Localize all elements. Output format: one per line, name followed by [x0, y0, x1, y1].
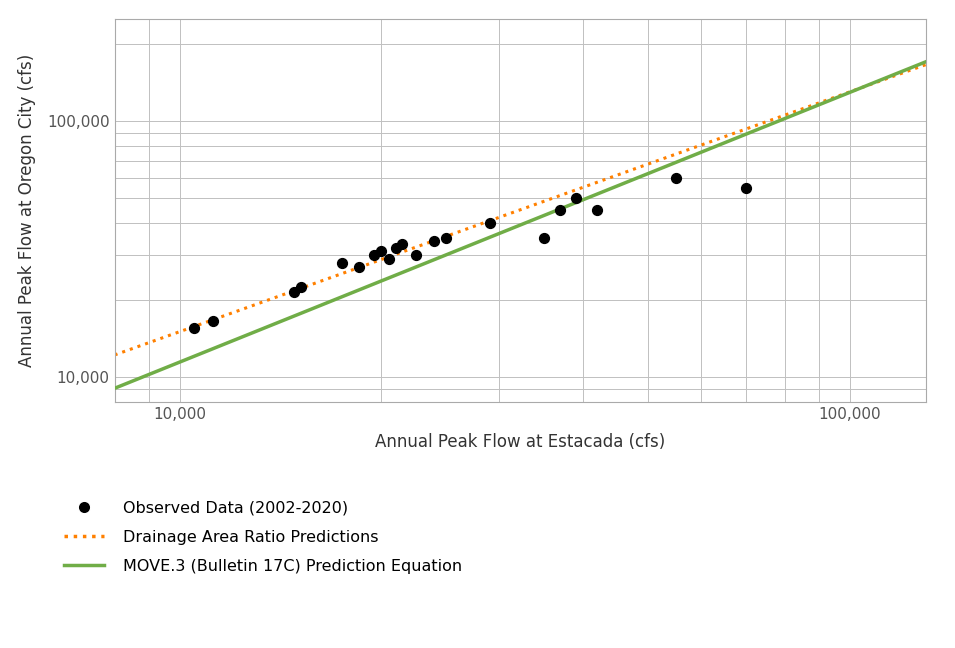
Point [568, 193, 584, 203]
Point [590, 205, 605, 215]
Point [438, 233, 454, 243]
Point [186, 323, 202, 334]
Point [537, 233, 552, 243]
Legend: Observed Data (2002-2020), Drainage Area Ratio Predictions, MOVE.3 (Bulletin 17C: Observed Data (2002-2020), Drainage Area… [57, 494, 469, 581]
Point [373, 246, 389, 257]
Point [335, 257, 350, 268]
Point [351, 261, 367, 272]
Point [367, 249, 382, 260]
Point [294, 282, 309, 292]
Point [427, 236, 442, 246]
Point [553, 205, 568, 215]
Point [738, 183, 753, 193]
Point [394, 239, 410, 249]
Y-axis label: Annual Peak Flow at Oregon City (cfs): Annual Peak Flow at Oregon City (cfs) [18, 54, 36, 367]
Point [286, 287, 302, 297]
Point [388, 242, 403, 253]
Point [381, 253, 396, 264]
X-axis label: Annual Peak Flow at Estacada (cfs): Annual Peak Flow at Estacada (cfs) [375, 433, 666, 451]
Point [408, 249, 423, 260]
Point [482, 218, 498, 228]
Point [668, 173, 684, 183]
Point [205, 316, 221, 327]
